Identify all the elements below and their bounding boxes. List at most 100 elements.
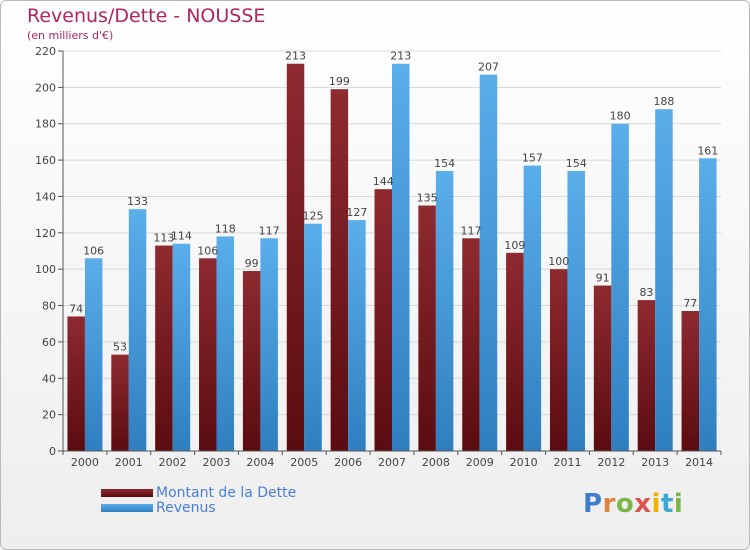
x-tick-label: 2009: [466, 456, 494, 469]
data-label-revenue: 127: [346, 206, 367, 219]
y-tick-label: 100: [35, 263, 56, 276]
x-tick-label: 2001: [115, 456, 143, 469]
bar-debt: [111, 354, 129, 451]
bar-debt: [67, 316, 85, 451]
legend-swatch-debt: [101, 489, 153, 497]
y-tick-label: 20: [42, 409, 56, 422]
bar-debt: [155, 245, 173, 451]
data-label-revenue: 207: [478, 61, 499, 74]
data-label-debt: 117: [460, 224, 481, 237]
data-label-debt: 83: [639, 286, 653, 299]
data-label-debt: 91: [596, 272, 610, 285]
x-tick-label: 2014: [685, 456, 713, 469]
x-tick-label: 2008: [422, 456, 450, 469]
bar-revenue: [128, 209, 147, 451]
data-label-revenue: 161: [697, 144, 718, 157]
x-tick-label: 2012: [597, 456, 625, 469]
logo-letter: i: [673, 489, 684, 519]
data-label-revenue: 154: [434, 157, 455, 170]
data-label-revenue: 180: [610, 110, 631, 123]
bar-revenue: [479, 74, 498, 452]
y-tick-label: 200: [35, 81, 56, 94]
chart-subtitle: (en milliers d'€): [27, 29, 114, 42]
data-label-revenue: 125: [303, 210, 324, 223]
x-tick-label: 2005: [290, 456, 318, 469]
data-label-debt: 135: [417, 192, 438, 205]
bar-revenue: [172, 243, 191, 451]
logo-letter: t: [660, 489, 674, 519]
data-label-debt: 213: [285, 50, 306, 63]
data-label-revenue: 154: [566, 157, 587, 170]
logo-letter: o: [615, 489, 635, 519]
bar-revenue: [699, 158, 717, 452]
data-label-debt: 106: [197, 244, 218, 257]
bar-revenue: [435, 171, 454, 451]
bar-debt: [506, 252, 524, 451]
x-tick-label: 2013: [641, 456, 669, 469]
x-tick-label: 2003: [203, 456, 231, 469]
data-label-debt: 99: [245, 257, 259, 270]
data-label-revenue: 188: [653, 95, 674, 108]
data-label-debt: 53: [113, 341, 127, 354]
bar-revenue: [523, 165, 542, 451]
data-label-revenue: 157: [522, 152, 543, 165]
bar-debt: [242, 271, 261, 451]
data-label-debt: 100: [548, 255, 569, 268]
y-tick-label: 80: [42, 300, 56, 313]
legend-label-debt: Montant de la Dette: [156, 485, 297, 501]
data-label-revenue: 114: [171, 230, 192, 243]
x-tick-label: 2011: [553, 456, 581, 469]
bar-revenue: [348, 220, 366, 451]
logo-letter: x: [634, 489, 652, 519]
bar-debt: [549, 269, 568, 451]
data-label-debt: 199: [329, 75, 350, 88]
data-label-revenue: 106: [83, 244, 104, 257]
x-tick-label: 2004: [246, 456, 274, 469]
y-tick-label: 140: [35, 190, 56, 203]
y-tick-label: 120: [35, 227, 56, 240]
bar-debt: [418, 205, 436, 451]
x-tick-label: 2002: [159, 456, 187, 469]
data-label-debt: 109: [504, 239, 525, 252]
logo-letter: i: [651, 489, 661, 519]
bar-revenue: [260, 238, 278, 451]
y-tick-label: 180: [35, 118, 56, 131]
axes: 0 20 40 60 80 100 120 140 160 180 200 220 2000 2001 20…: [35, 45, 722, 469]
chart-title: Revenus/Dette - NOUSSE: [27, 5, 266, 27]
data-label-revenue: 118: [215, 222, 236, 235]
data-label-debt: 144: [373, 175, 394, 188]
y-tick-label: 220: [35, 45, 56, 58]
x-tick-label: 2007: [378, 456, 406, 469]
y-tick-label: 60: [42, 336, 56, 349]
y-tick-label: 160: [35, 154, 56, 167]
bar-revenue: [655, 109, 673, 451]
legend-label-revenue: Revenus: [156, 500, 216, 516]
bar-debt: [330, 89, 349, 451]
bar-debt: [286, 63, 305, 452]
y-tick-label: 40: [42, 372, 56, 385]
x-tick-label: 2006: [334, 456, 362, 469]
proxiti-logo: Proxiti: [583, 489, 683, 519]
bar-revenue: [392, 63, 410, 452]
data-label-revenue: 213: [390, 50, 411, 63]
data-label-debt: 74: [69, 302, 83, 315]
bar-debt: [681, 311, 700, 451]
bar-debt: [593, 285, 612, 451]
bar-revenue: [84, 258, 103, 451]
data-label-revenue: 133: [127, 195, 148, 208]
bar-debt: [374, 189, 392, 451]
logo-letter: r: [602, 489, 616, 519]
data-label-debt: 113: [153, 232, 174, 245]
bar-revenue: [611, 123, 629, 452]
bar-revenue: [304, 223, 322, 451]
bar-debt: [199, 258, 217, 451]
bar-revenue: [216, 236, 235, 451]
logo-letter: P: [583, 489, 603, 519]
bar-revenue: [567, 171, 585, 451]
bar-debt: [637, 300, 656, 451]
legend-swatch-revenue: [101, 504, 153, 512]
x-tick-label: 2000: [71, 456, 99, 469]
